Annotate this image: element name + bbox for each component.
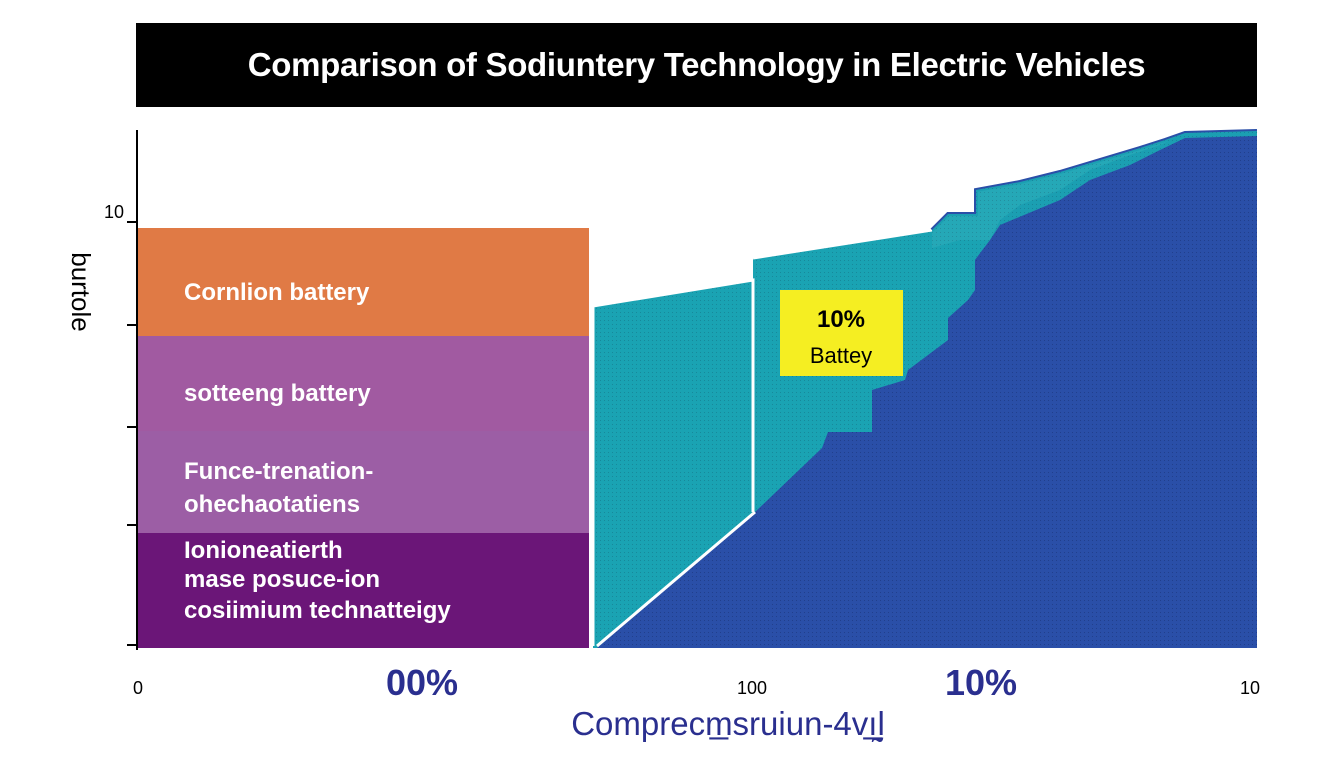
x-tick-label-5: 10 [1240,678,1260,698]
band-1 [137,228,589,336]
band-4 [137,533,589,648]
blue-upper-area [975,136,1257,300]
y-axis-label: burtole [66,252,96,332]
band-4-label-line-3: cosiimium technatteigy [184,597,451,624]
band-2 [137,336,589,431]
blue-area-edge [596,510,756,648]
chart-title: Comparison of Sodiuntery Technology in E… [247,46,1146,83]
band-1-label-line-1: Cornlion battery [184,279,370,306]
annotation-box [780,290,903,376]
band-2-label-line-1: sotteeng battery [184,380,371,407]
y-tick-label-1: 10 [104,202,124,222]
band-4-label-line-1: Ionioneatierth [184,537,343,564]
band-3 [137,431,589,533]
x-tick-label-4: 10% [945,662,1017,703]
teal-area-outline [591,278,755,646]
annotation-line-1: 10% [817,306,865,333]
x-axis-label: Comprecm̲sruiun-4vı̲̰l [571,705,885,742]
teal-area-top-edge [752,228,933,260]
chart-title-bar: Comparison of Sodiuntery Technology in E… [136,23,1257,107]
x-tick-label-1: 0 [133,678,143,698]
x-tick-label-3: 100 [737,678,767,698]
band-4-label-line-2: mase posuce-ion [184,566,380,593]
band-3-label-line-2: ohechaotatiens [184,491,360,518]
band-3-label-line-1: Funce-trenation- [184,458,373,485]
x-tick-label-2: 00% [386,662,458,703]
annotation-line-2: Battey [810,343,872,368]
